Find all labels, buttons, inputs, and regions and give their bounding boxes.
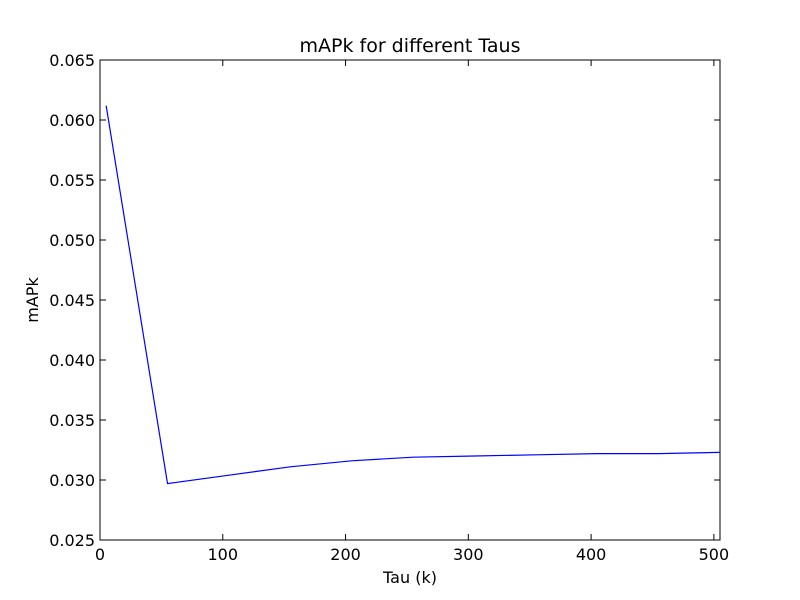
y-tick-label: 0.055 bbox=[49, 171, 95, 190]
y-axis-tick-labels: 0.025 0.030 0.035 0.040 0.045 0.050 0.055 0.060… bbox=[49, 51, 95, 550]
chart-title: mAPk for different Taus bbox=[300, 35, 521, 57]
x-tick-label: 100 bbox=[207, 545, 238, 564]
x-tick-label: 500 bbox=[699, 545, 730, 564]
y-tick-label: 0.050 bbox=[49, 231, 95, 250]
y-axis-label: mAPk bbox=[23, 277, 42, 323]
plot-area bbox=[99, 59, 721, 541]
x-tick-label: 200 bbox=[330, 545, 361, 564]
x-axis-tick-labels: 0 100 200 300 400 500 bbox=[95, 545, 729, 564]
y-axis-ticks bbox=[100, 59, 720, 541]
x-tick-label: 300 bbox=[453, 545, 484, 564]
x-tick-label: 0 bbox=[95, 545, 105, 564]
y-tick-label: 0.065 bbox=[49, 51, 95, 70]
y-tick-label: 0.045 bbox=[49, 291, 95, 310]
x-axis-label: Tau (k) bbox=[382, 568, 437, 587]
y-tick-label: 0.040 bbox=[49, 351, 95, 370]
y-tick-label: 0.035 bbox=[49, 411, 95, 430]
x-tick-label: 400 bbox=[576, 545, 607, 564]
y-tick-label: 0.060 bbox=[49, 111, 95, 130]
y-tick-label: 0.025 bbox=[49, 531, 95, 550]
series-layer bbox=[105, 105, 721, 485]
plot-frame bbox=[99, 59, 721, 541]
x-axis-ticks bbox=[99, 60, 715, 540]
y-tick-label: 0.030 bbox=[49, 471, 95, 490]
series-line bbox=[105, 105, 721, 485]
